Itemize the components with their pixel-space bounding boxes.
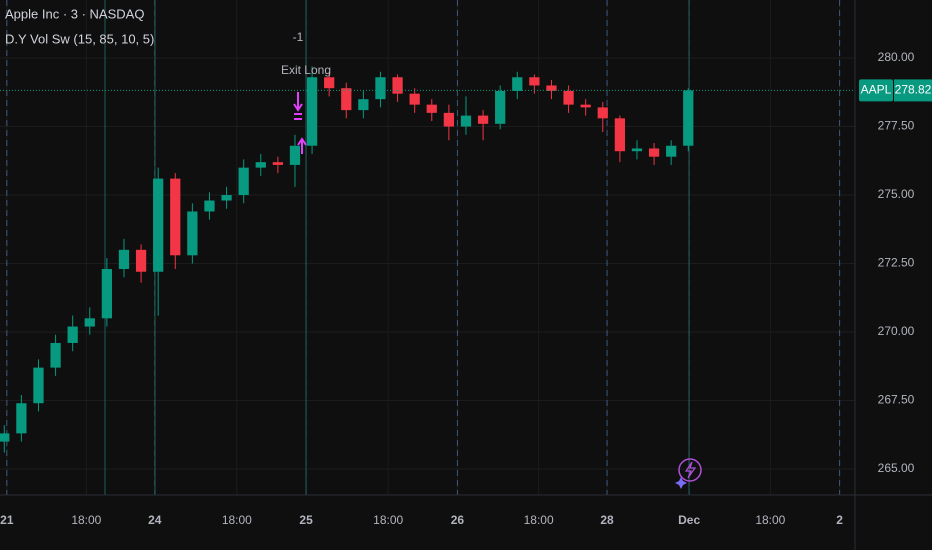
y-tick-label: 280.00: [878, 50, 915, 64]
x-tick-label: 24: [148, 513, 162, 527]
x-tick-label: 25: [299, 513, 313, 527]
candle-body: [170, 178, 181, 256]
candle-body: [0, 433, 10, 442]
event-icon[interactable]: [678, 458, 702, 482]
candle-body: [666, 145, 677, 157]
y-tick-label: 265.00: [878, 461, 915, 475]
x-tick-label: 18:00: [222, 513, 252, 527]
candle-body: [495, 90, 506, 124]
candle-body: [33, 367, 44, 404]
candle-body: [272, 162, 284, 165]
candle-body: [426, 104, 437, 113]
annotation: Exit Long: [281, 63, 331, 77]
candle-body: [238, 167, 249, 196]
candle-body: [563, 90, 574, 105]
y-tick-label: 275.00: [878, 187, 915, 201]
price-tag: [894, 79, 932, 102]
x-tick-label: Dec: [678, 513, 700, 527]
y-tick-label: 277.50: [878, 119, 915, 133]
candle-body: [375, 77, 386, 100]
candle-body: [409, 93, 420, 105]
candle-body: [631, 148, 643, 152]
candle-body: [135, 249, 147, 272]
candle-body: [358, 99, 369, 111]
candle-body: [67, 326, 78, 343]
candle-body: [460, 115, 472, 127]
candle-body: [255, 162, 266, 168]
x-tick-label: 18:00: [373, 513, 403, 527]
x-tick-label: 21: [0, 513, 14, 527]
plot: [0, 66, 855, 453]
candle-body: [512, 77, 523, 91]
x-tick-label: 18:00: [524, 513, 554, 527]
x-tick-label: 26: [451, 513, 465, 527]
candle-body: [580, 104, 591, 108]
candle-body: [16, 403, 27, 434]
y-tick-label: 270.00: [878, 324, 915, 338]
x-tick-label: 2: [836, 513, 843, 527]
candle-body: [50, 342, 61, 368]
candle-body: [289, 145, 301, 165]
candle-body: [597, 107, 608, 119]
candle-body: [477, 115, 489, 124]
candle-body: [443, 112, 455, 127]
sparkle-icon: [675, 477, 687, 489]
candle-body: [153, 178, 164, 272]
event-icon-bolt: [684, 461, 697, 479]
candle-body: [187, 211, 198, 256]
candle-body: [221, 195, 232, 201]
annotation: -1: [293, 30, 304, 44]
axes: 265.00 267.50 270.00 272.50 275.00 277.50 280.…: [0, 50, 932, 527]
candle-body: [392, 77, 403, 94]
candle-body: [546, 85, 557, 91]
candle-body: [306, 77, 318, 146]
entry-arrow: [297, 137, 307, 154]
candle-body: [683, 90, 694, 146]
symbol-label: AAPL: [861, 83, 892, 97]
candle-body: [118, 249, 130, 270]
x-tick-label: 18:00: [71, 513, 101, 527]
x-tick-label: 28: [600, 513, 614, 527]
candle-body: [529, 77, 540, 86]
candle-body: [204, 200, 215, 212]
candle-body: [84, 318, 95, 327]
indicator-label[interactable]: D.Y Vol Sw (15, 85, 10, 5): [5, 31, 154, 46]
exit-arrow: [293, 92, 303, 120]
price-label: 278.82: [895, 83, 932, 97]
symbol-tag: [859, 79, 893, 102]
candle-body: [614, 118, 626, 152]
candle-body: [648, 148, 660, 157]
candle-body: [341, 88, 352, 111]
y-tick-label: 267.50: [878, 393, 915, 407]
candle-body: [324, 77, 335, 89]
y-tick-label: 272.50: [878, 256, 915, 270]
candle-body: [101, 269, 113, 319]
chart-title: Apple Inc · 3 · NASDAQ: [5, 6, 144, 21]
x-tick-label: 18:00: [755, 513, 785, 527]
